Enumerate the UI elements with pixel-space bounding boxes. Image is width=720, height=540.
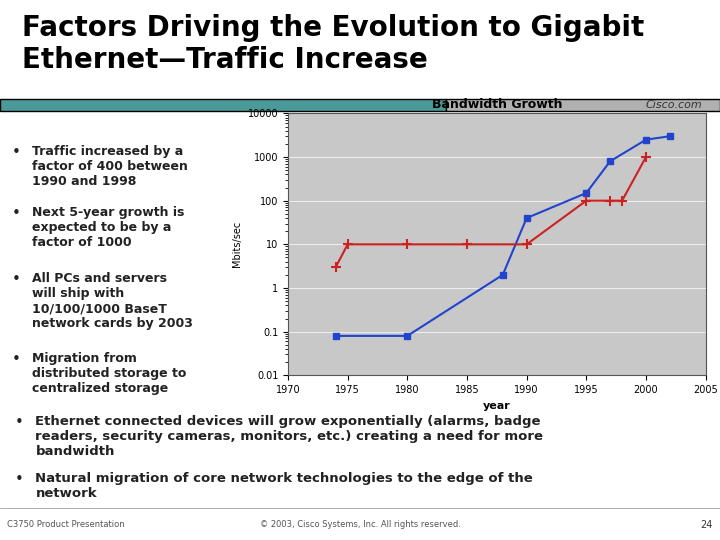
Text: •: •: [12, 272, 20, 287]
Text: •: •: [12, 206, 20, 221]
Text: •: •: [14, 415, 23, 430]
Text: All PCs and servers
will ship with
10/100/1000 BaseT
network cards by 2003: All PCs and servers will ship with 10/10…: [32, 272, 192, 330]
Text: Migration from
distributed storage to
centralized storage: Migration from distributed storage to ce…: [32, 352, 186, 395]
Text: 24: 24: [701, 520, 713, 530]
Title: Bandwidth Growth: Bandwidth Growth: [431, 98, 562, 111]
FancyBboxPatch shape: [446, 99, 720, 111]
Text: Natural migration of core network technologies to the edge of the
network: Natural migration of core network techno…: [35, 472, 534, 500]
Text: Factors Driving the Evolution to Gigabit
Ethernet—Traffic Increase: Factors Driving the Evolution to Gigabit…: [22, 14, 644, 74]
Y-axis label: Mbits/sec: Mbits/sec: [232, 221, 242, 267]
FancyBboxPatch shape: [0, 99, 446, 111]
X-axis label: year: year: [483, 401, 510, 410]
Text: •: •: [12, 352, 20, 367]
Text: •: •: [12, 145, 20, 160]
Text: © 2003, Cisco Systems, Inc. All rights reserved.: © 2003, Cisco Systems, Inc. All rights r…: [260, 521, 460, 529]
Text: •: •: [14, 472, 23, 487]
Text: C3750 Product Presentation: C3750 Product Presentation: [7, 521, 125, 529]
Text: Next 5-year growth is
expected to be by a
factor of 1000: Next 5-year growth is expected to be by …: [32, 206, 184, 249]
Text: Cisco.com: Cisco.com: [645, 100, 702, 110]
Text: Ethernet connected devices will grow exponentially (alarms, badge
readers, secur: Ethernet connected devices will grow exp…: [35, 415, 544, 458]
Text: Traffic increased by a
factor of 400 between
1990 and 1998: Traffic increased by a factor of 400 bet…: [32, 145, 187, 188]
